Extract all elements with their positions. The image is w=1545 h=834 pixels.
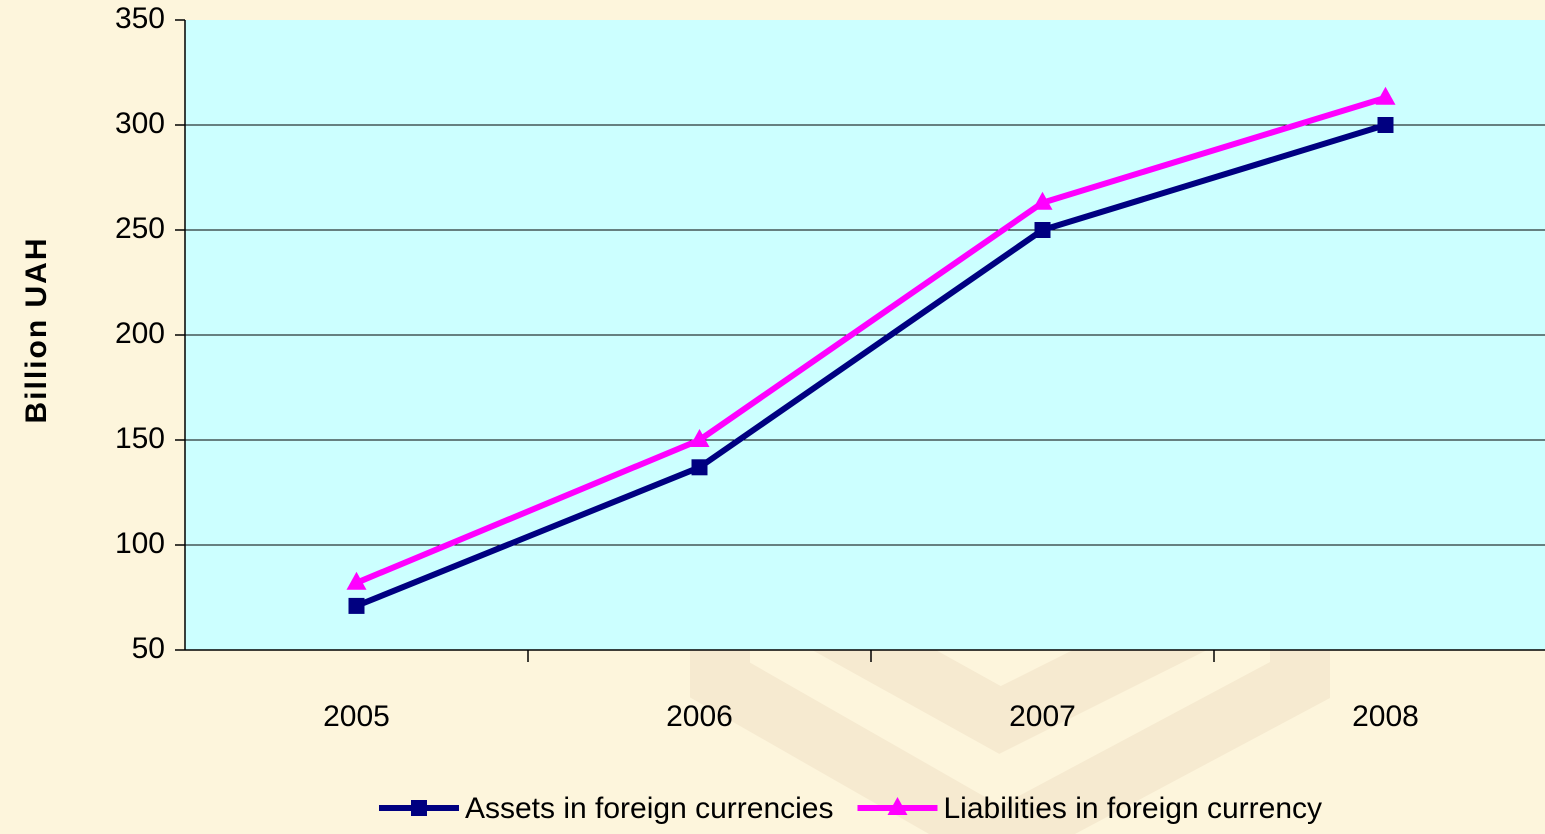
watermark-shape (805, 593, 1214, 754)
y-tick-label: 150 (115, 422, 165, 455)
data-point (1034, 222, 1051, 238)
data-point (1032, 191, 1053, 210)
y-tick-label: 200 (115, 317, 165, 350)
x-tick-label: 2005 (323, 700, 390, 733)
data-point (689, 429, 710, 447)
y-tick-label: 50 (132, 632, 165, 665)
x-tick-label: 2007 (1009, 700, 1076, 733)
data-point (1377, 117, 1394, 133)
data-point (348, 597, 365, 614)
legend: Assets in foreign currencies Liabilities … (378, 792, 1322, 825)
x-tick-label: 2008 (1352, 700, 1419, 733)
y-tick-label: 350 (115, 2, 165, 35)
x-tick-label: 2006 (666, 700, 733, 733)
legend-label: Liabilities in foreign currency (943, 792, 1322, 825)
data-point (346, 571, 367, 590)
legend-label: Assets in foreign currencies (465, 792, 834, 825)
y-tick-label: 250 (115, 212, 165, 245)
legend-marker (410, 800, 427, 816)
data-point (691, 459, 708, 476)
series-line (355, 122, 1387, 609)
series-line (355, 94, 1387, 586)
y-axis-label: Billion UAH (20, 237, 53, 424)
data-point (1375, 86, 1396, 105)
y-tick-label: 100 (115, 527, 165, 560)
legend-marker (887, 797, 908, 815)
y-tick-label: 300 (115, 107, 165, 140)
